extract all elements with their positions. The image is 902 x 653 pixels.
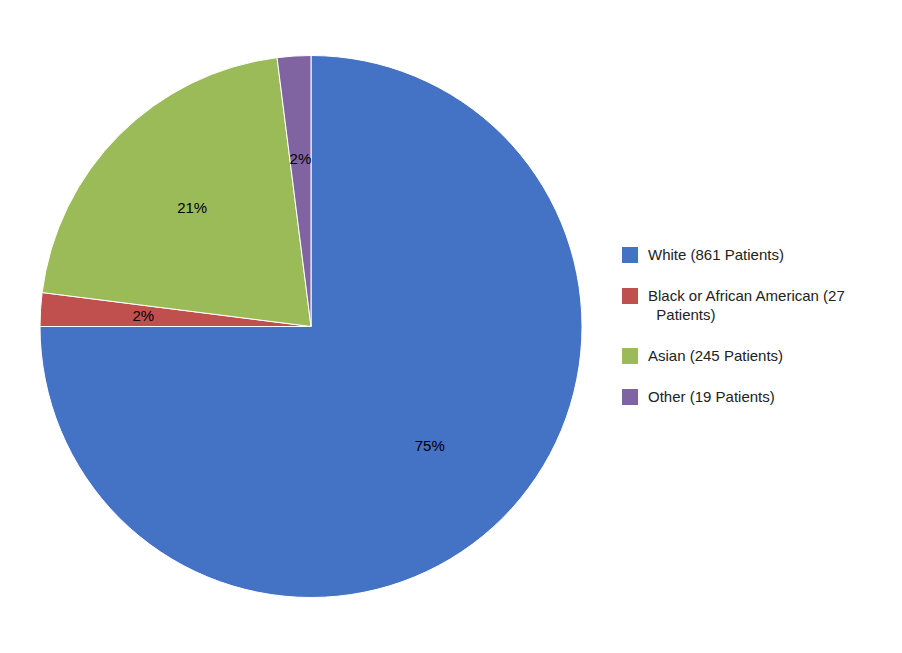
legend-item: Black or African American (27 Patients)	[622, 287, 845, 323]
legend-swatch	[622, 389, 638, 405]
data-label: 2%	[132, 307, 154, 324]
chart: 75% 2% 21% 2% White (861 Patients) Black or A…	[0, 0, 902, 653]
legend-item: White (861 Patients)	[622, 246, 784, 263]
legend-label: Other (19 Patients)	[648, 388, 775, 405]
legend-label: Asian (245 Patients)	[648, 347, 783, 364]
pie-slice	[42, 58, 311, 327]
legend-label: Black or African American (27 Patients)	[648, 287, 845, 323]
legend: White (861 Patients) Black or African Ame…	[622, 246, 845, 405]
legend-swatch	[622, 348, 638, 364]
data-label: 75%	[415, 437, 445, 454]
legend-item: Asian (245 Patients)	[622, 347, 783, 364]
data-label: 21%	[177, 199, 207, 216]
pie-slice	[40, 56, 582, 598]
legend-item: Other (19 Patients)	[622, 388, 775, 405]
pie-slice	[277, 56, 311, 327]
data-label: 2%	[290, 150, 312, 167]
legend-swatch	[622, 288, 638, 304]
legend-swatch	[622, 247, 638, 263]
slices	[40, 56, 582, 598]
legend-label: White (861 Patients)	[648, 246, 784, 263]
chart-container: 75% 2% 21% 2% White (861 Patients) Black or A…	[0, 0, 902, 653]
data-labels: 75% 2% 21% 2%	[132, 150, 444, 453]
